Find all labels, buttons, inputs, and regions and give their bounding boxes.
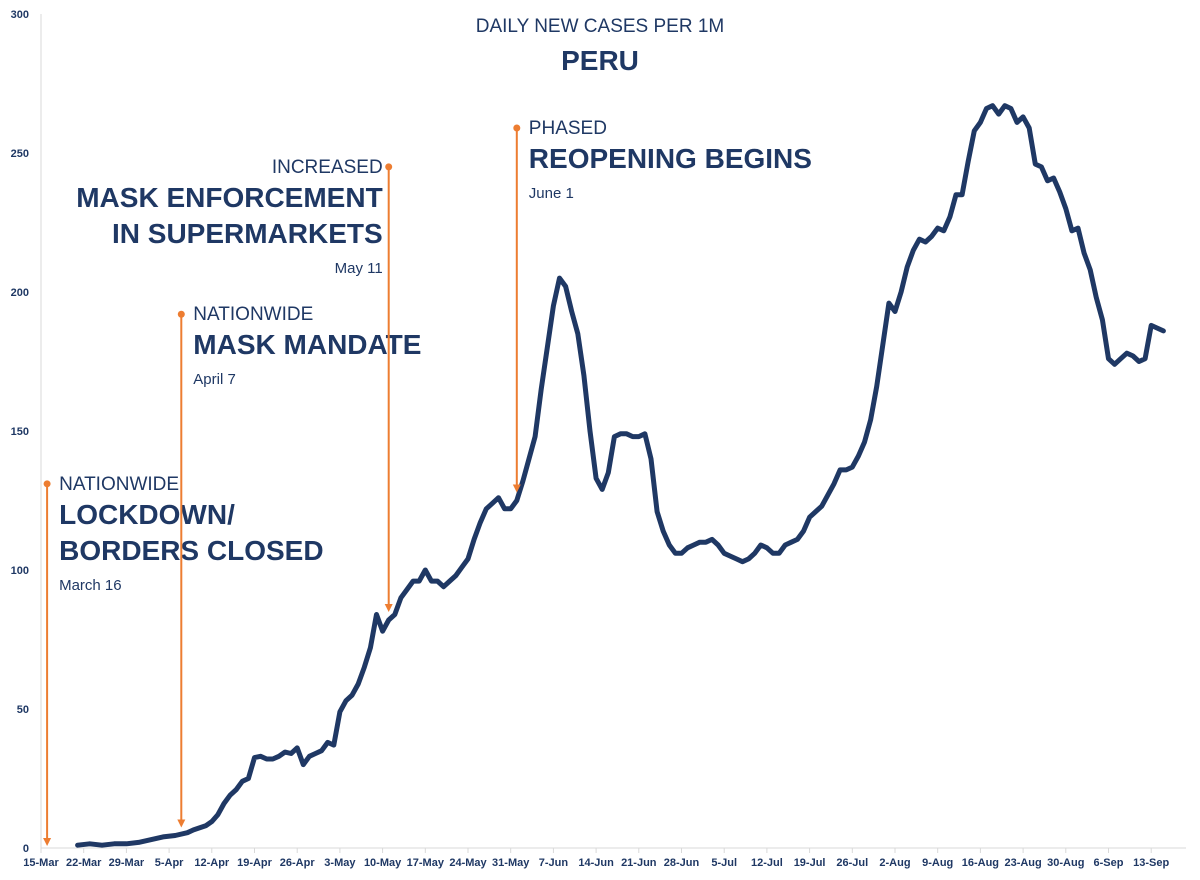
annotation-prefix: INCREASED [272, 157, 383, 178]
x-tick-label: 22-Mar [66, 857, 102, 869]
y-tick-label: 0 [23, 843, 29, 855]
x-tick-label: 24-May [449, 857, 487, 869]
x-tick-label: 2-Aug [879, 857, 910, 869]
annotation-layer: NATIONWIDE LOCKDOWN/BORDERS CLOSED March 1… [43, 118, 812, 846]
y-tick-label: 100 [11, 565, 29, 577]
annotation-arrowhead [43, 838, 52, 846]
chart-title-group: DAILY NEW CASES PER 1M PERU [476, 16, 724, 76]
annotation: NATIONWIDE LOCKDOWN/BORDERS CLOSED March 1… [43, 474, 324, 846]
y-tick-label: 200 [11, 287, 29, 299]
annotation-arrowhead [512, 484, 521, 493]
annotation-date: April 7 [193, 371, 236, 388]
x-tick-label: 31-May [492, 857, 530, 869]
chart-title: PERU [561, 45, 639, 76]
x-tick-label: 28-Jun [664, 857, 700, 869]
x-tick-label: 5-Apr [155, 857, 184, 869]
y-tick-label: 50 [17, 704, 29, 716]
x-tick-label: 6-Sep [1094, 857, 1124, 869]
chart-subtitle: DAILY NEW CASES PER 1M [476, 16, 724, 37]
annotation-headline: REOPENING BEGINS [529, 143, 812, 174]
annotation-arrowhead [177, 819, 186, 828]
x-tick-label: 19-Jul [794, 857, 826, 869]
annotation: PHASED REOPENING BEGINS June 1 [512, 118, 812, 493]
x-tick-label: 30-Aug [1047, 857, 1084, 869]
annotation-headline: MASK MANDATE [193, 329, 421, 360]
annotation-prefix: NATIONWIDE [193, 304, 313, 325]
x-tick-label: 17-May [407, 857, 445, 869]
x-tick-label: 5-Jul [711, 857, 737, 869]
annotation-headline: MASK ENFORCEMENT [76, 182, 382, 213]
annotation: NATIONWIDE MASK MANDATE April 7 [177, 304, 421, 828]
x-tick-label: 9-Aug [922, 857, 953, 869]
x-tick-label: 26-Apr [280, 857, 316, 869]
annotation-prefix: PHASED [529, 118, 607, 139]
annotation-headline: IN SUPERMARKETS [112, 218, 383, 249]
annotation-date: May 11 [335, 260, 383, 277]
annotation-headline: BORDERS CLOSED [59, 535, 323, 566]
y-tick-label: 300 [11, 9, 29, 21]
y-tick-label: 150 [11, 426, 29, 438]
x-tick-label: 13-Sep [1133, 857, 1169, 869]
x-tick-label: 15-Mar [23, 857, 59, 869]
x-tick-label: 10-May [364, 857, 402, 869]
x-tick-label: 21-Jun [621, 857, 657, 869]
x-tick-label: 3-May [324, 857, 356, 869]
series-line-peru [75, 103, 1166, 848]
x-axis: 15-Mar 22-Mar 29-Mar 5-Apr 12-Apr 19-Apr 26-Ap… [23, 847, 1186, 869]
x-tick-label: 19-Apr [237, 857, 273, 869]
y-tick-label: 250 [11, 148, 29, 160]
annotation-headline: LOCKDOWN/ [59, 499, 235, 530]
x-tick-label: 14-Jun [578, 857, 614, 869]
annotation-date: March 16 [59, 577, 122, 594]
x-tick-label: 16-Aug [962, 857, 999, 869]
x-tick-label: 29-Mar [109, 857, 145, 869]
series-layer [75, 103, 1166, 848]
annotation-prefix: NATIONWIDE [59, 474, 179, 495]
x-tick-label: 7-Jun [539, 857, 569, 869]
y-axis: 0 50 100 150 200 250 300 [11, 9, 42, 855]
x-tick-label: 12-Jul [751, 857, 783, 869]
x-tick-label: 12-Apr [194, 857, 230, 869]
annotation-arrowhead [384, 604, 393, 613]
x-tick-label: 23-Aug [1004, 857, 1041, 869]
x-tick-label: 26-Jul [836, 857, 868, 869]
annotation-date: June 1 [529, 185, 574, 202]
annotation: INCREASED MASK ENFORCEMENT IN SUPERMARKETS… [76, 157, 393, 613]
